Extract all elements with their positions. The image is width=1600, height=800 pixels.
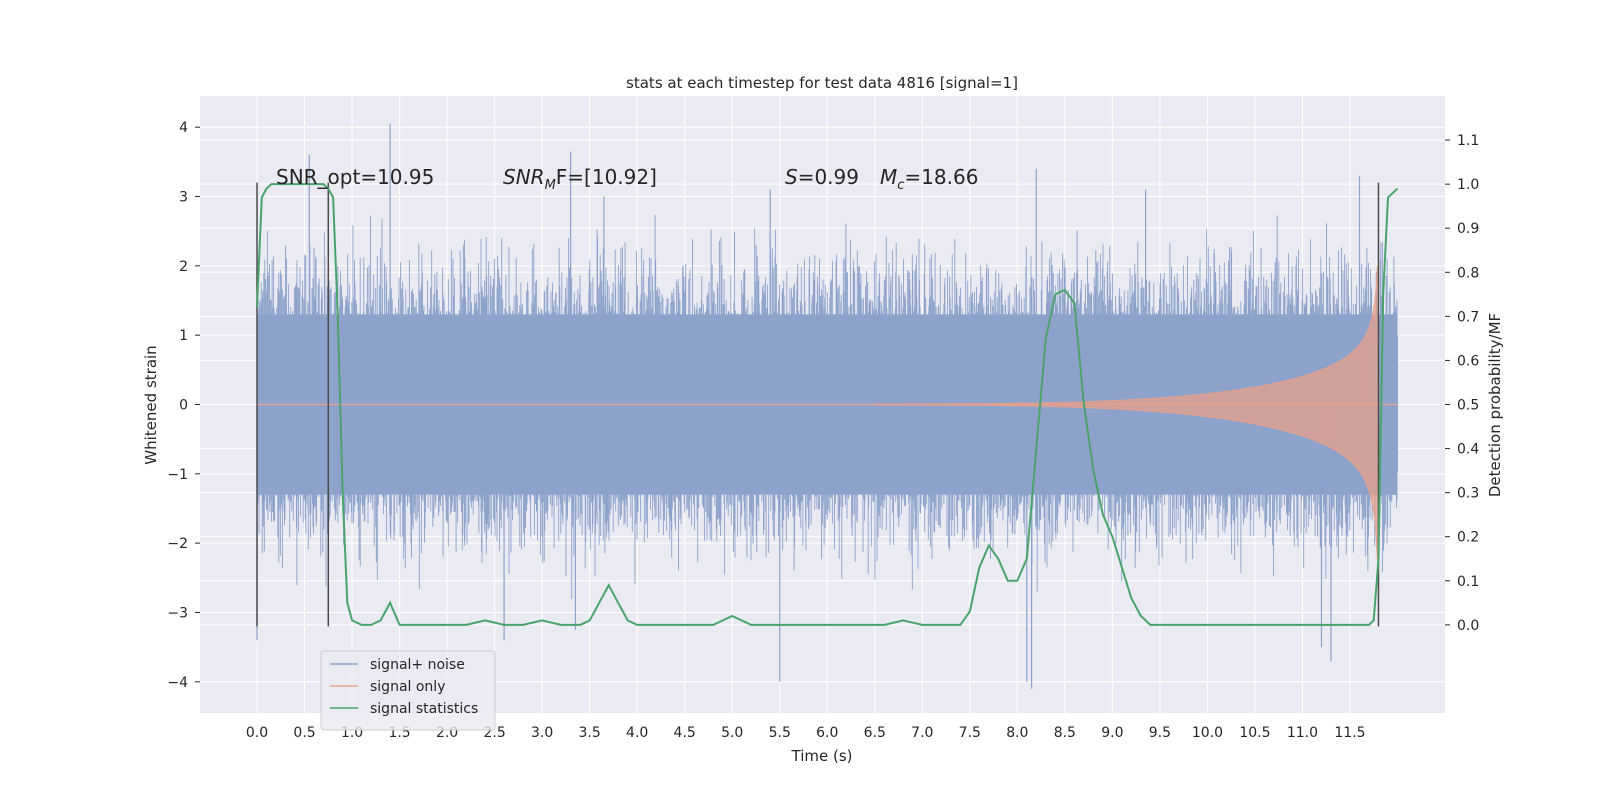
x-tick-label: 8.5 xyxy=(1054,725,1076,741)
y-tick-label: −4 xyxy=(167,675,188,691)
x-tick-label: 3.5 xyxy=(579,725,601,741)
legend-label-signal-only: signal only xyxy=(370,679,445,695)
legend-label-signal-statistics: signal statistics xyxy=(370,701,478,717)
mc-subscript: c xyxy=(897,178,904,193)
chart-title: stats at each timestep for test data 481… xyxy=(626,74,1018,92)
x-tick-label: 11.5 xyxy=(1334,725,1365,741)
x-tick-label: 10.0 xyxy=(1192,725,1223,741)
x-tick-label: 9.5 xyxy=(1149,725,1171,741)
y-tick-label: 2 xyxy=(179,259,188,275)
x-tick-label: 0.5 xyxy=(293,725,315,741)
x-tick-label: 0.0 xyxy=(246,725,268,741)
x-tick-label: 8.0 xyxy=(1006,725,1028,741)
x-tick-label: 4.0 xyxy=(626,725,648,741)
snr-opt-annotation: SNR_opt=10.95 xyxy=(276,165,434,189)
snr-mf-annotation: SNRMF=[10.92] xyxy=(503,165,657,193)
x-tick-label: 5.0 xyxy=(721,725,743,741)
y-tick-label: 0 xyxy=(179,398,188,414)
y-right-tick-label: 0.0 xyxy=(1457,618,1479,634)
x-tick-label: 5.5 xyxy=(769,725,791,741)
y-right-tick-label: 0.7 xyxy=(1457,309,1479,325)
x-tick-label: 10.5 xyxy=(1239,725,1270,741)
snr-mf-subscript: M xyxy=(545,178,556,193)
signal-statistics-line xyxy=(256,183,1399,626)
y-right-tick-label: 1.0 xyxy=(1457,177,1479,193)
s-value: =0.99 xyxy=(798,165,859,189)
y-axis-ticks: 4 3 2 1 0 −1 −2 −3 −4 xyxy=(167,120,200,691)
y-tick-label: −3 xyxy=(167,605,188,621)
s-annotation: S=0.99 xyxy=(785,165,859,189)
x-tick-label: 7.0 xyxy=(911,725,933,741)
legend-label-signal-noise: signal+ noise xyxy=(370,657,465,673)
y-right-tick-label: 0.3 xyxy=(1457,486,1479,502)
snr-mf-symbol: SNR xyxy=(503,165,545,189)
x-tick-label: 4.5 xyxy=(674,725,696,741)
x-axis-label: Time (s) xyxy=(791,747,853,765)
y-right-tick-label: 0.5 xyxy=(1457,398,1479,414)
mc-symbol: M xyxy=(880,165,897,189)
signal-statistics-series xyxy=(256,183,1399,626)
y-tick-label: 4 xyxy=(179,120,188,136)
y-right-tick-label: 0.9 xyxy=(1457,221,1479,237)
y-axis-label: Whitened strain xyxy=(142,345,160,464)
x-tick-label: 6.5 xyxy=(864,725,886,741)
legend: signal+ noise signal only signal statist… xyxy=(320,650,496,731)
y-right-tick-label: 0.8 xyxy=(1457,265,1479,281)
y-right-tick-label: 0.2 xyxy=(1457,530,1479,546)
y-tick-label: 3 xyxy=(179,190,188,206)
y-right-tick-label: 0.1 xyxy=(1457,574,1479,590)
y-right-tick-label: 1.1 xyxy=(1457,133,1479,149)
x-tick-label: 3.0 xyxy=(531,725,553,741)
x-tick-label: 6.0 xyxy=(816,725,838,741)
y-tick-label: −1 xyxy=(167,467,188,483)
y-axis-right-label: Detection probability/MF xyxy=(1486,313,1504,497)
right-axis-ticks: 1.1 1.0 0.9 0.8 0.7 0.6 0.5 0.4 0.3 0.2 0.1 0.0 xyxy=(1445,133,1479,634)
y-tick-label: 1 xyxy=(179,328,188,344)
x-tick-label: 11.0 xyxy=(1287,725,1318,741)
y-tick-label: −2 xyxy=(167,536,188,552)
x-axis-ticks: 0.0 0.5 1.0 1.5 2.0 2.5 3.0 3.5 4.0 4.5 5.0 5.5 6.0 6… xyxy=(246,725,1366,741)
legend-box xyxy=(320,650,496,731)
x-tick-label: 9.0 xyxy=(1101,725,1123,741)
y-right-tick-label: 0.4 xyxy=(1457,442,1479,458)
mc-annotation: Mc=18.66 xyxy=(880,165,978,193)
mc-value: =18.66 xyxy=(904,165,978,189)
y-right-tick-label: 0.6 xyxy=(1457,353,1479,369)
x-tick-label: 7.5 xyxy=(959,725,981,741)
snr-mf-value: F=[10.92] xyxy=(556,165,657,189)
s-symbol: S xyxy=(785,165,798,189)
